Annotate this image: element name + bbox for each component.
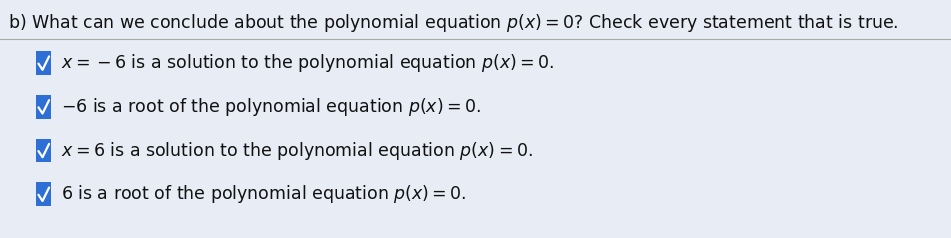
Text: $6$ is a root of the polynomial equation $p(x) = 0$.: $6$ is a root of the polynomial equation… (61, 183, 466, 205)
FancyBboxPatch shape (36, 182, 51, 206)
Text: $-6$ is a root of the polynomial equation $p(x) = 0$.: $-6$ is a root of the polynomial equatio… (61, 96, 481, 118)
Text: b) What can we conclude about the polynomial equation $p(x) = 0$? Check every st: b) What can we conclude about the polyno… (8, 12, 898, 34)
Text: $x = 6$ is a solution to the polynomial equation $p(x) = 0$.: $x = 6$ is a solution to the polynomial … (61, 139, 533, 162)
Text: $x = -6$ is a solution to the polynomial equation $p(x) = 0$.: $x = -6$ is a solution to the polynomial… (61, 52, 554, 74)
FancyBboxPatch shape (36, 139, 51, 163)
FancyBboxPatch shape (36, 95, 51, 119)
FancyBboxPatch shape (36, 51, 51, 75)
